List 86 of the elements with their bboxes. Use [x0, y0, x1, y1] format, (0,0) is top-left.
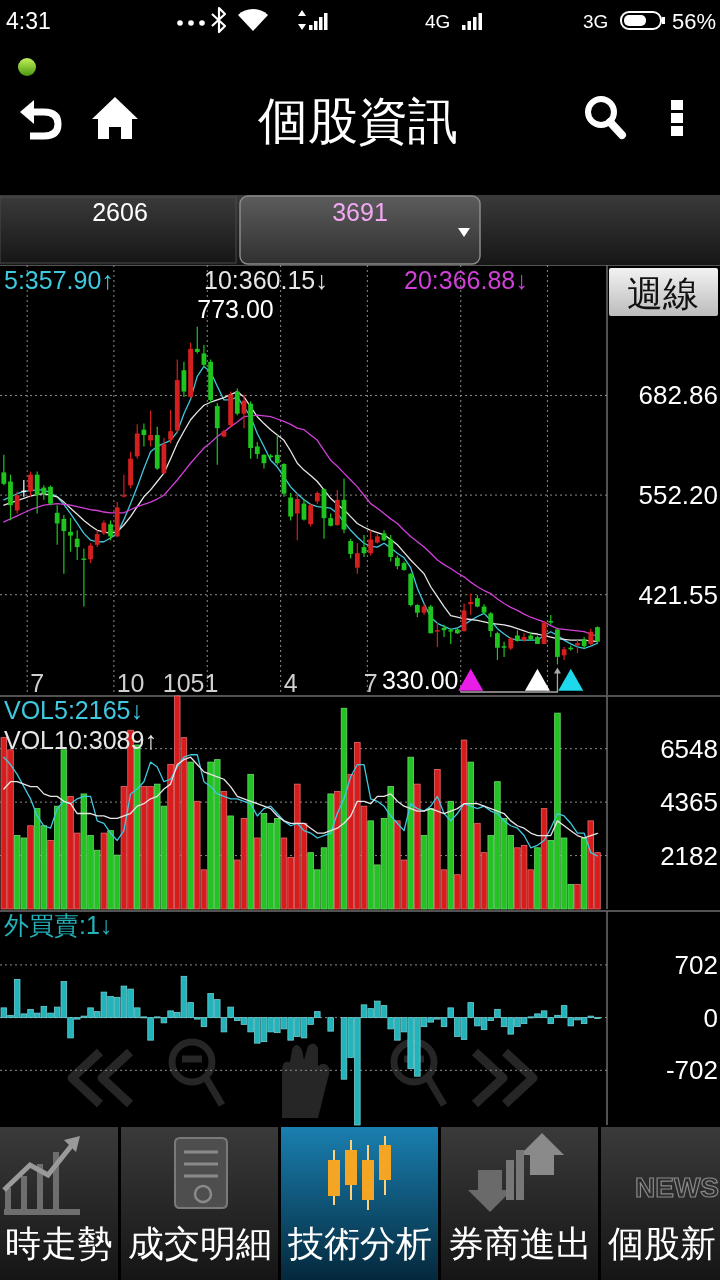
text: 2606	[92, 198, 148, 226]
line-series	[3, 756, 599, 839]
bar	[227, 815, 234, 910]
candlestick	[468, 593, 474, 616]
series-label: 外買賣:1↓	[4, 911, 113, 939]
candlestick	[488, 611, 494, 638]
x-tick-label: 10	[116, 669, 145, 697]
candlestick	[214, 402, 220, 466]
candlestick	[348, 538, 354, 560]
text: 成交明細	[128, 1223, 272, 1264]
line-series	[3, 754, 599, 857]
x-tick-label: 1051	[162, 669, 219, 697]
candlestick	[8, 474, 13, 522]
bar	[327, 1017, 334, 1032]
candlestick	[294, 492, 300, 541]
y-tick-label: 2182	[660, 840, 718, 871]
bar	[27, 825, 34, 910]
candlestick	[134, 423, 140, 460]
x-tick-label: 4	[283, 669, 298, 697]
y-tick-label: 4365	[660, 787, 718, 818]
text: 4G	[425, 11, 451, 32]
annotation: 773.00	[197, 294, 274, 323]
candlestick	[148, 410, 153, 448]
bar	[534, 847, 541, 910]
bar	[447, 800, 454, 910]
candlestick	[495, 631, 500, 661]
candlestick	[274, 434, 280, 466]
candlestick	[168, 409, 173, 444]
text: 券商進出	[448, 1223, 592, 1264]
candlestick	[121, 474, 127, 499]
y-tick-label: 6548	[660, 733, 718, 764]
candlestick	[354, 542, 360, 575]
bar	[220, 791, 228, 910]
text: 56%	[671, 9, 716, 34]
y-tick-label: 702	[674, 949, 718, 980]
annotation: 330.00	[381, 666, 459, 694]
x-tick-label: 7	[363, 669, 378, 697]
candlestick	[234, 387, 240, 416]
bar	[334, 791, 341, 910]
bar	[540, 808, 548, 910]
candlestick	[288, 492, 294, 522]
bar	[254, 837, 261, 910]
candlestick	[88, 542, 93, 564]
candlestick	[1, 454, 7, 486]
series-label: VOL5:2165↓	[4, 696, 143, 724]
candlestick	[308, 503, 314, 528]
x-tick-label: 7	[30, 669, 45, 697]
candlestick	[28, 471, 33, 498]
text: 個股資訊	[258, 93, 458, 149]
candlestick	[108, 519, 113, 541]
candlestick	[194, 326, 200, 355]
text: 3691	[332, 198, 388, 226]
text: 4:31	[6, 8, 51, 34]
bar	[414, 783, 421, 910]
bar	[100, 832, 108, 910]
text: 週線	[627, 273, 699, 314]
y-tick-label: 0	[703, 1002, 718, 1033]
bar	[574, 884, 581, 910]
candlestick	[434, 621, 440, 648]
bar	[187, 761, 194, 910]
candlestick	[368, 529, 374, 557]
text: 個股新	[608, 1223, 716, 1264]
bar	[407, 756, 414, 910]
candlestick	[501, 641, 507, 658]
candlestick	[541, 620, 547, 645]
bar	[580, 837, 588, 910]
text: NEWS	[635, 1172, 719, 1203]
candlestick	[74, 529, 80, 561]
candlestick	[68, 517, 73, 553]
bar	[47, 840, 54, 910]
y-tick-label: 682.86	[638, 380, 718, 411]
text: 時走勢	[5, 1223, 113, 1264]
text: 3G	[583, 11, 609, 32]
candlestick	[48, 484, 53, 506]
bar	[340, 707, 348, 910]
candlestick	[14, 490, 20, 515]
text: 5:357.90↑	[4, 266, 114, 294]
bar	[247, 773, 254, 910]
y-tick-label: -702	[665, 1055, 718, 1086]
y-tick-label: 552.20	[638, 480, 718, 511]
text: 技術分析	[287, 1223, 432, 1264]
text: 20:366.88↓	[404, 266, 528, 294]
y-tick-label: 421.55	[638, 579, 718, 610]
bar	[467, 761, 474, 910]
text: 10:360.15↓	[204, 266, 328, 294]
candlestick	[388, 534, 394, 563]
